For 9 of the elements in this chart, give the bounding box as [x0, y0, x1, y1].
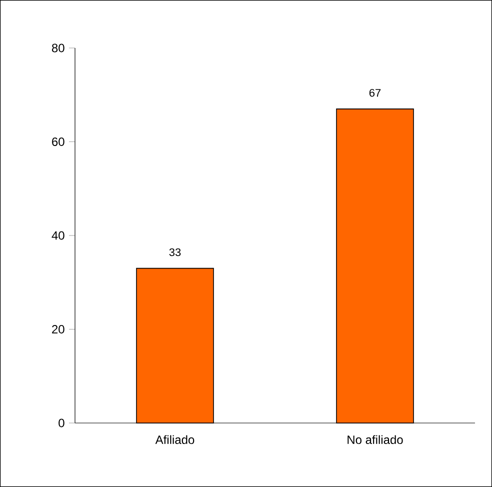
y-tick-label: 40	[52, 231, 64, 240]
data-label: 67	[369, 88, 381, 97]
y-tick-label: 80	[52, 44, 64, 52]
y-tick-label: 0	[58, 418, 64, 428]
y-tick-label: 60	[52, 138, 64, 146]
x-tick-label: Afiliado	[155, 435, 194, 444]
x-tick-label: No afiliado	[348, 435, 403, 444]
y-tick-label: 20	[52, 325, 64, 334]
data-label: 33	[169, 248, 181, 256]
